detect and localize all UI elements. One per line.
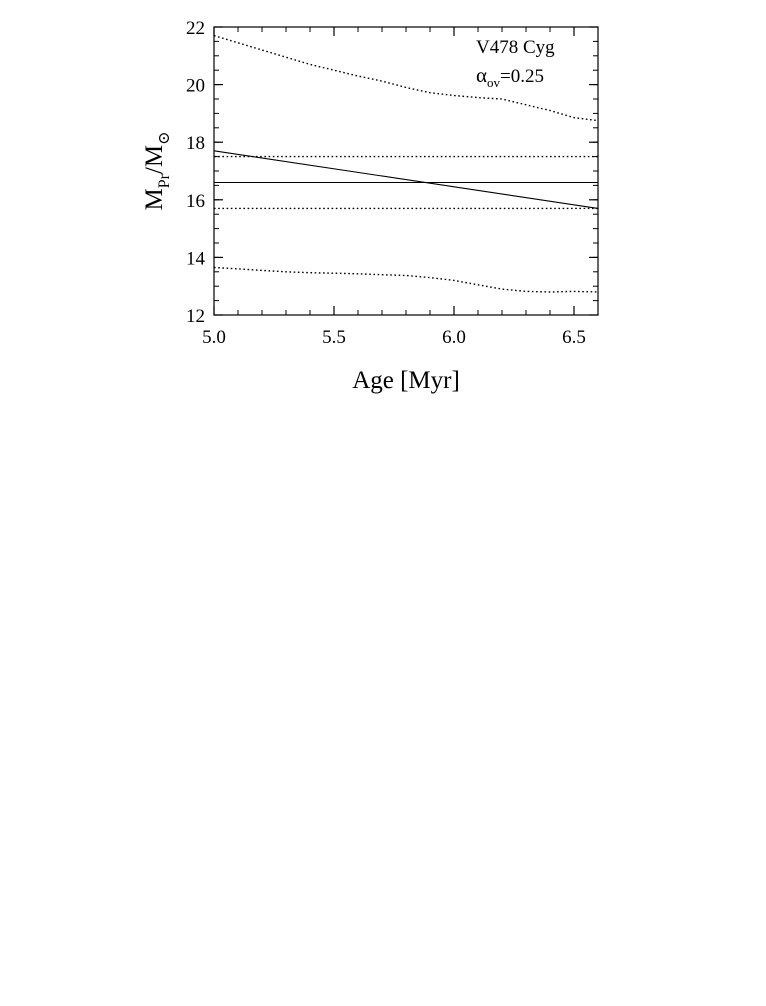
y-tick-label: 12 (186, 306, 205, 327)
star-name-label: V478 Cyg (476, 37, 555, 58)
series-line-1-solid (213, 150, 599, 209)
y-tick-label: 18 (186, 133, 205, 154)
overshoot-label: αov=0.25 (476, 63, 544, 90)
x-tick-label: 6.5 (562, 327, 586, 348)
alpha-subscript: ov (487, 75, 501, 90)
y-axis-title-sep: /M (141, 145, 168, 174)
y-axis-title-sub: Pr (156, 173, 173, 188)
x-axis-title: Age [Myr] (352, 367, 460, 394)
y-tick-label: 14 (186, 248, 206, 269)
series-line-2-dotted (213, 34, 599, 122)
axis-ticks: 5.0 5.5 6.0 6.5 12 14 16 18 20 22 (186, 18, 599, 348)
alpha-value: =0.25 (500, 66, 544, 87)
x-tick-label: 6.0 (442, 327, 466, 348)
y-tick-label: 16 (186, 191, 205, 212)
sun-symbol: ⊙ (156, 131, 173, 144)
alpha-symbol: α (476, 63, 487, 87)
x-tick-label: 5.0 (202, 327, 226, 348)
data-series (213, 34, 599, 293)
x-tick-label: 5.5 (322, 327, 346, 348)
series-line-3-dotted (213, 266, 599, 293)
y-axis-title: MPr/M⊙ (141, 131, 173, 210)
y-tick-label: 20 (186, 76, 205, 97)
y-axis-title-base: M (141, 188, 168, 210)
y-tick-label: 22 (186, 18, 205, 39)
